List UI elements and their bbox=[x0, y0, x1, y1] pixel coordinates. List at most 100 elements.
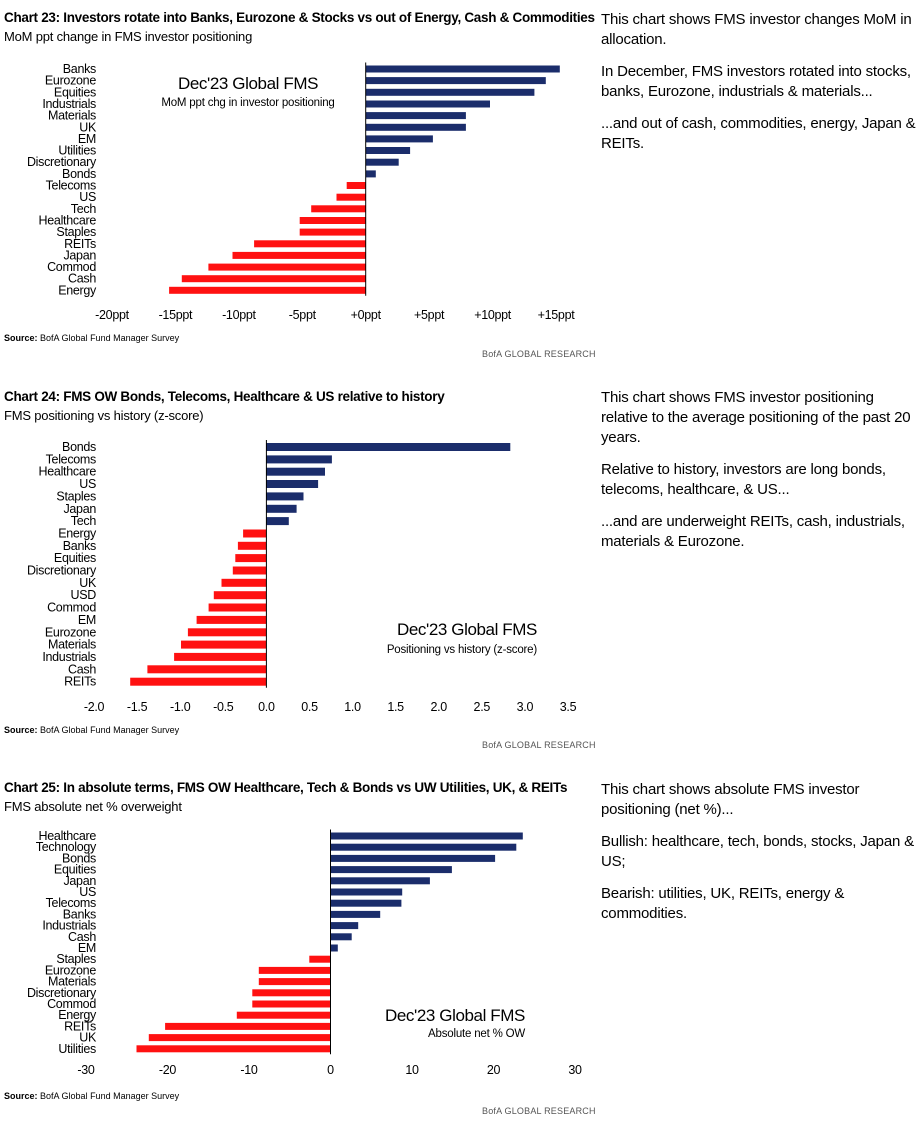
category-label: REITs bbox=[64, 675, 96, 689]
brand-label: BofA GLOBAL RESEARCH bbox=[482, 740, 596, 750]
chart-title: Chart 24: FMS OW Bonds, Telecoms, Health… bbox=[4, 389, 445, 404]
x-tick-label: 0.5 bbox=[301, 700, 318, 714]
category-label: Materials bbox=[48, 109, 96, 123]
x-tick-label: +15ppt bbox=[538, 308, 576, 322]
bar-em bbox=[196, 615, 267, 624]
category-label: REITs bbox=[64, 1019, 96, 1033]
bar-industrials bbox=[174, 652, 267, 661]
annotation-subtitle: Absolute net % OW bbox=[428, 1028, 525, 1040]
x-tick-label: -2.0 bbox=[84, 700, 105, 714]
x-tick-label: -1.0 bbox=[170, 700, 191, 714]
bar-materials bbox=[258, 978, 331, 986]
category-label: Japan bbox=[63, 874, 96, 888]
source-label: Source: bbox=[4, 725, 38, 735]
category-label: Telecoms bbox=[46, 896, 96, 910]
category-label: Eurozone bbox=[45, 74, 96, 88]
bar-usd bbox=[213, 591, 267, 600]
x-tick-label: -15ppt bbox=[159, 308, 193, 322]
bar-em bbox=[365, 135, 433, 143]
category-label: Telecoms bbox=[46, 452, 96, 466]
category-label: Eurozone bbox=[45, 625, 96, 639]
side-paragraph: This chart shows FMS investor changes Mo… bbox=[601, 11, 912, 48]
annotation-subtitle: Positioning vs history (z-score) bbox=[387, 644, 538, 656]
side-paragraph: Bullish: healthcare, tech, bonds, stocks… bbox=[601, 833, 914, 870]
bar-eurozone bbox=[187, 628, 267, 637]
side-commentary: This chart shows absolute FMS investor p… bbox=[601, 780, 917, 936]
bar-japan bbox=[266, 504, 297, 513]
category-label: Energy bbox=[58, 527, 97, 541]
bar-reits bbox=[165, 1022, 331, 1030]
bar-reits bbox=[130, 677, 267, 686]
bar-cash bbox=[330, 933, 352, 941]
bar-cash bbox=[181, 275, 366, 283]
bar-utilities bbox=[365, 147, 411, 154]
side-paragraph: Relative to history, investors are long … bbox=[601, 461, 886, 498]
x-tick-label: -10ppt bbox=[222, 308, 256, 322]
source-label: Source: bbox=[4, 333, 38, 343]
chart-25-block: Chart 25: In absolute terms, FMS OW Heal… bbox=[0, 770, 922, 1130]
bar-bonds bbox=[266, 443, 511, 451]
bar-tech bbox=[311, 205, 366, 213]
x-tick-label: 1.5 bbox=[387, 700, 404, 714]
category-label: US bbox=[79, 885, 96, 899]
chart-23-block: Chart 23: Investors rotate into Banks, E… bbox=[0, 0, 922, 370]
bar-us bbox=[330, 888, 403, 896]
side-commentary: This chart shows FMS investor positionin… bbox=[601, 388, 917, 564]
category-label: Industrials bbox=[42, 97, 96, 111]
chart-title: Chart 23: Investors rotate into Banks, E… bbox=[4, 10, 595, 25]
bar-reits bbox=[254, 240, 366, 248]
category-label: Cash bbox=[68, 930, 96, 944]
bar-equities bbox=[365, 88, 535, 96]
bar-us bbox=[266, 480, 319, 488]
x-tick-label: +10ppt bbox=[474, 308, 512, 322]
category-label: Technology bbox=[36, 840, 97, 854]
category-label: Tech bbox=[71, 202, 97, 216]
bar-equities bbox=[235, 554, 267, 563]
x-tick-label: -10 bbox=[240, 1063, 258, 1077]
bar-healthcare bbox=[330, 832, 523, 840]
category-label: REITs bbox=[64, 237, 96, 251]
x-tick-label: -30 bbox=[77, 1063, 95, 1077]
category-label: UK bbox=[79, 576, 97, 590]
x-tick-label: -0.5 bbox=[213, 700, 234, 714]
category-label: Industrials bbox=[42, 650, 96, 664]
x-tick-label: 2.0 bbox=[430, 700, 447, 714]
bar-banks bbox=[330, 910, 381, 918]
category-label: Equities bbox=[54, 551, 96, 565]
category-label: Cash bbox=[68, 272, 96, 286]
bar-utilities bbox=[136, 1045, 331, 1053]
bar-eurozone bbox=[365, 77, 546, 85]
category-label: Equities bbox=[54, 863, 96, 877]
category-label: USD bbox=[71, 588, 97, 602]
category-label: Healthcare bbox=[39, 465, 97, 479]
annotation-title: Dec'23 Global FMS bbox=[397, 620, 537, 639]
x-tick-label: 1.0 bbox=[344, 700, 361, 714]
x-tick-label: 20 bbox=[487, 1063, 501, 1077]
category-label: EM bbox=[78, 132, 96, 146]
source-label: Source: bbox=[4, 1091, 38, 1101]
bar-telecoms bbox=[266, 455, 332, 464]
x-tick-label: 30 bbox=[568, 1063, 582, 1077]
category-label: Cash bbox=[68, 662, 96, 676]
brand-label: BofA GLOBAL RESEARCH bbox=[482, 1106, 596, 1116]
bar-discretionary bbox=[252, 989, 331, 997]
x-tick-label: 3.0 bbox=[517, 700, 534, 714]
category-label: Banks bbox=[63, 907, 96, 921]
bar-bonds bbox=[365, 170, 376, 178]
x-tick-label: 3.5 bbox=[560, 700, 577, 714]
brand-label: BofA GLOBAL RESEARCH bbox=[482, 349, 596, 359]
chart-title: Chart 25: In absolute terms, FMS OW Heal… bbox=[4, 780, 568, 795]
bar-energy bbox=[243, 529, 267, 538]
bar-industrials bbox=[330, 922, 359, 930]
bar-japan bbox=[330, 877, 430, 885]
category-label: Materials bbox=[48, 975, 96, 989]
x-tick-label: 0 bbox=[327, 1063, 334, 1077]
category-label: Discretionary bbox=[27, 986, 97, 1000]
category-label: US bbox=[79, 190, 96, 204]
category-label: Materials bbox=[48, 638, 96, 652]
category-label: EM bbox=[78, 613, 96, 627]
bar-healthcare bbox=[266, 467, 325, 476]
x-tick-label: +5ppt bbox=[414, 308, 445, 322]
bar-staples bbox=[299, 228, 366, 236]
bar-staples bbox=[266, 492, 304, 501]
